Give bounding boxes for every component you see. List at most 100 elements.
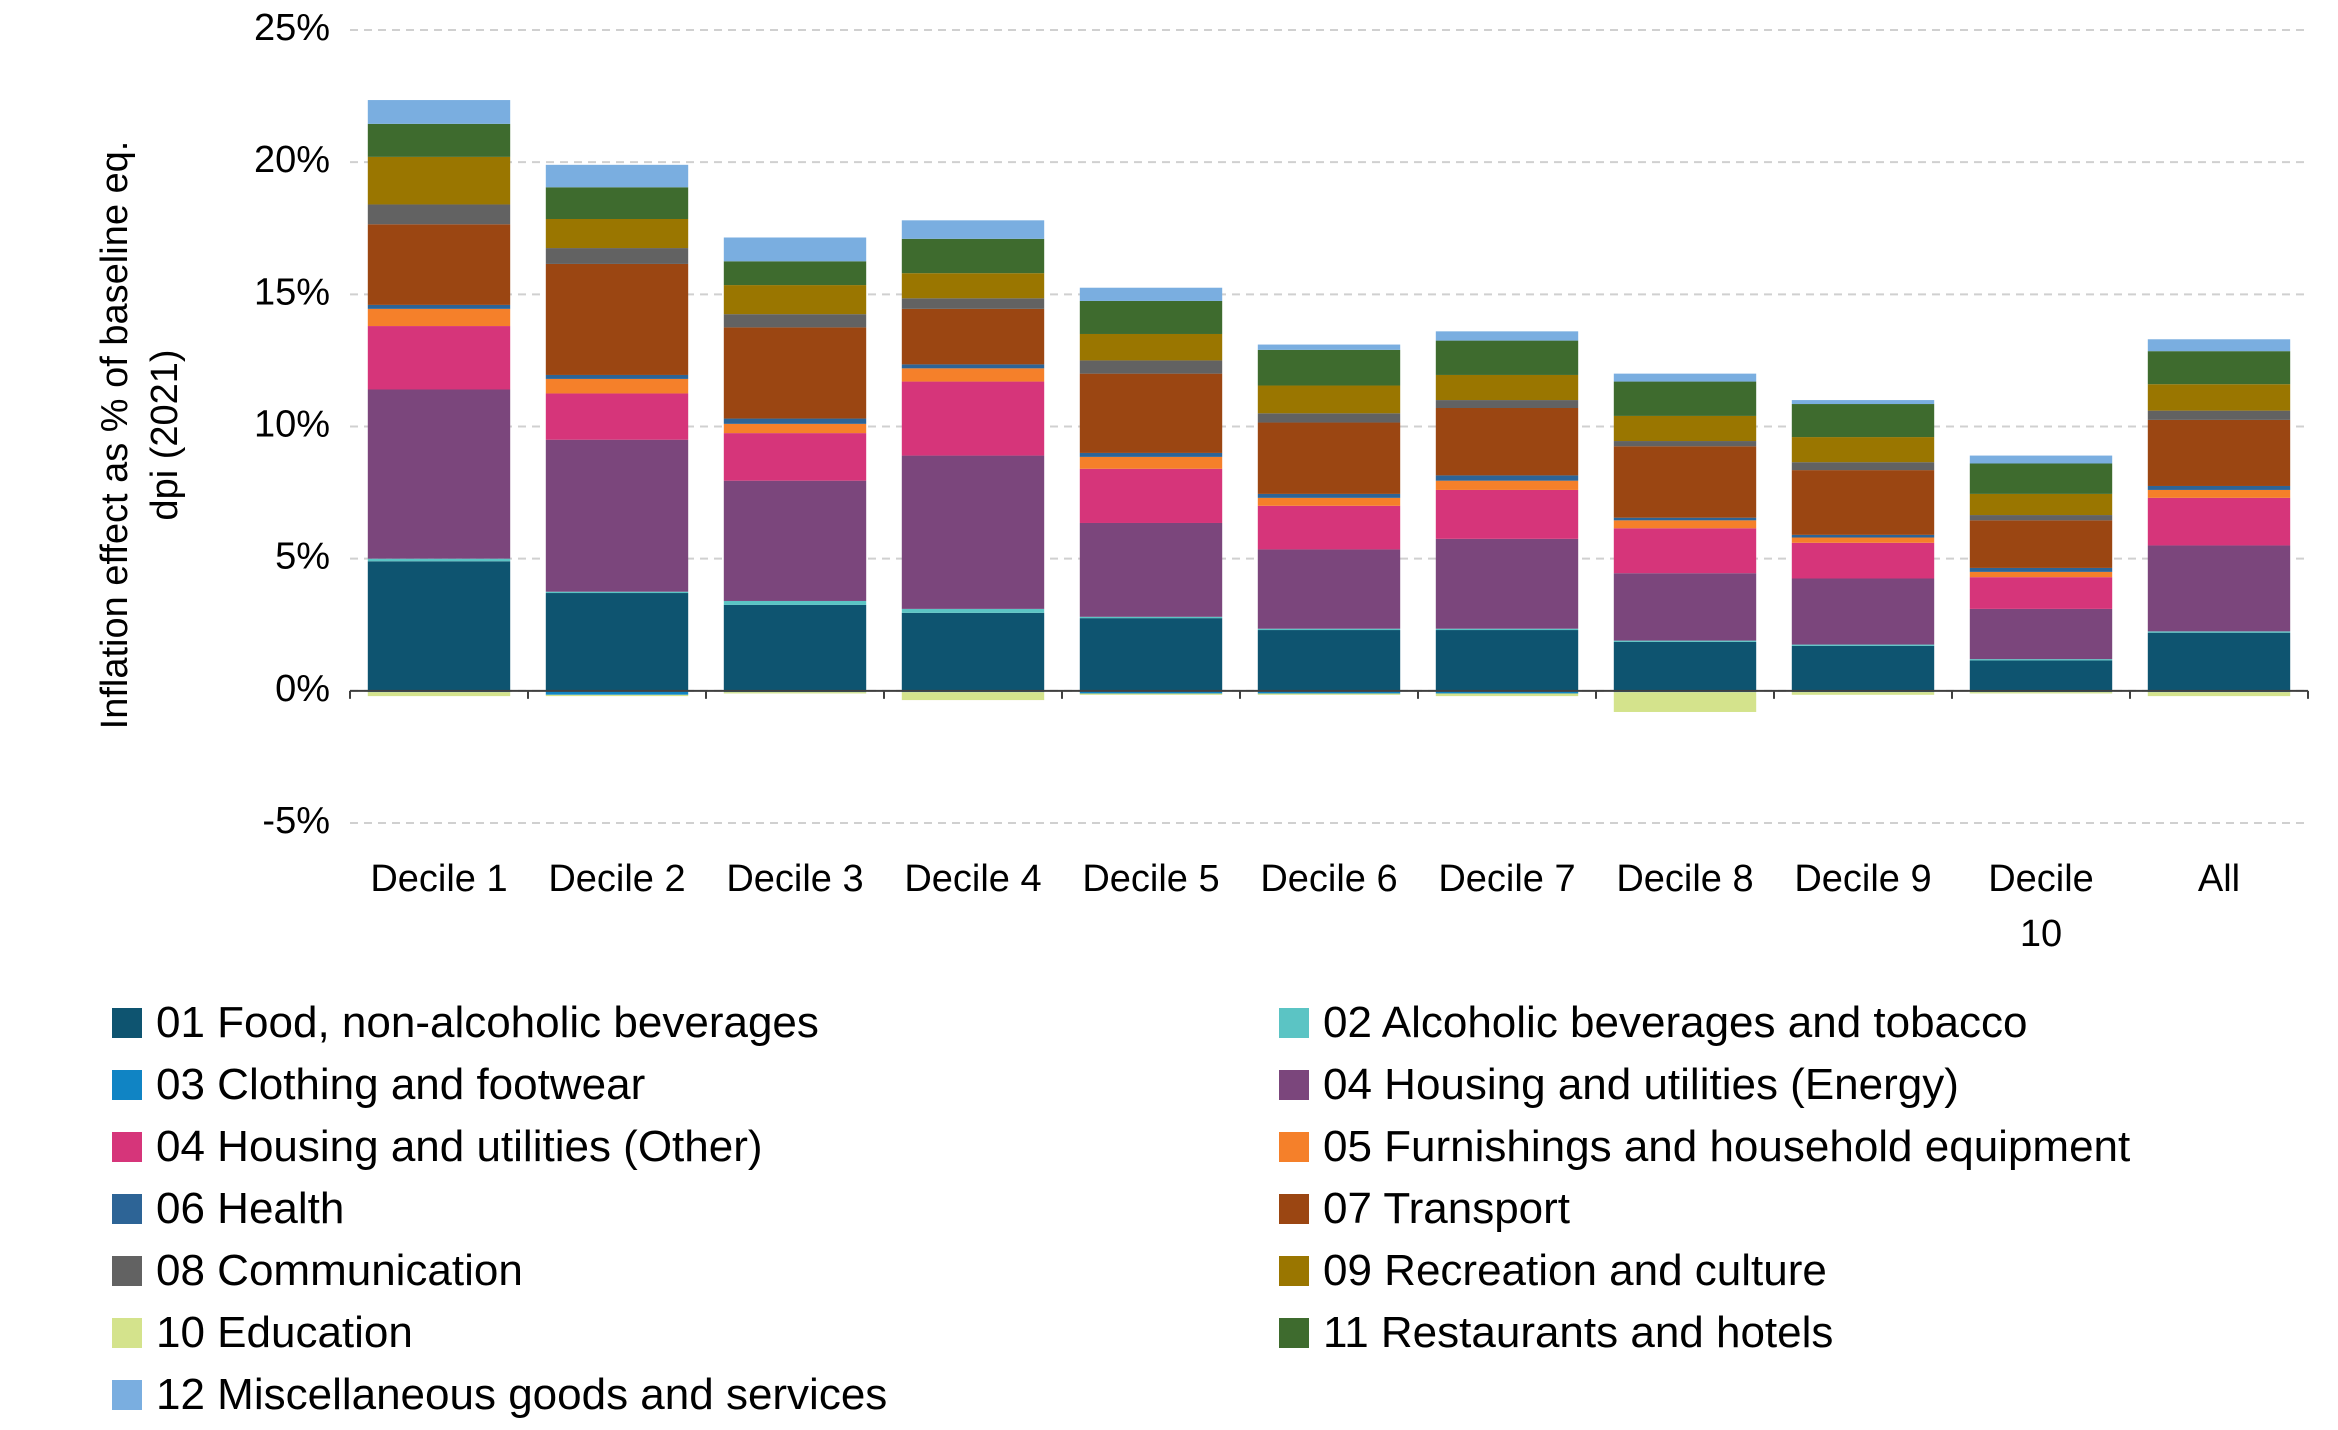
bar-segment [1435,480,1579,490]
bar-segment [1079,373,1223,453]
legend-label: 06 Health [156,1183,345,1233]
bar-segment [1791,400,1935,405]
bar-segment [1613,381,1757,416]
bar-segment [1613,415,1757,442]
bar-segment [1079,287,1223,301]
bar-segment [367,156,511,205]
bar-segment [1791,404,1935,438]
bar-segment [1969,455,2113,464]
legend-swatch [112,1255,142,1286]
bar-segment [723,285,867,315]
bar-segment [1435,489,1579,539]
x-tick-label: All [2198,858,2240,900]
bar-segment [1257,497,1401,506]
y-tick-label: 10% [254,404,330,446]
bar-segment [1613,373,1757,382]
bar-segment [1791,437,1935,463]
legend-item: 11 Restaurants and hotels [1279,1307,2279,1357]
bar-segment [723,261,867,286]
bar-segment [1257,349,1401,386]
bar-segment [901,238,1045,274]
bar-segment [1257,505,1401,550]
legend-swatch [112,1193,142,1224]
bar-segment [1257,549,1401,629]
bar-segment [1435,374,1579,401]
bar-segment [1969,515,2113,521]
bar-segment [545,690,689,695]
legend-item: 03 Clothing and footwear [112,1059,1279,1109]
bar-segment [1969,608,2113,660]
bar-segment [1969,660,2113,691]
bar-segment [545,393,689,440]
bar-segment [1257,628,1401,631]
bar-segment [1079,616,1223,619]
bar-segment [2147,485,2291,490]
legend-swatch [1279,1007,1309,1038]
legend-swatch [112,1069,142,1100]
legend-swatch [112,1007,142,1038]
bar-segment [2147,410,2291,420]
bar-segment [1969,692,2113,694]
bar-segment [545,593,689,691]
bar-segment [2147,545,2291,632]
legend-item: 01 Food, non-alcoholic beverages [112,998,1279,1047]
bar-segment [1435,693,1579,697]
bar-segment [723,237,867,262]
legend-item: 06 Health [112,1183,1279,1233]
bar-segment [901,381,1045,456]
x-tick-label: Decile 3 [726,858,863,900]
bar-segment [1079,300,1223,334]
bar-segment [1791,537,1935,543]
bar-segment [1079,452,1223,457]
bar-segment [901,273,1045,299]
bar-segment [1435,628,1579,631]
bar-segment [723,692,867,694]
y-tick-label: 5% [275,536,330,578]
bar-segment [1791,462,1935,471]
legend-swatch [1279,1193,1309,1224]
bar-segment [901,692,1045,701]
y-tick-label: -5% [262,800,330,842]
bar-segment [1791,470,1935,535]
legend-item: 04 Housing and utilities (Energy) [1279,1060,2279,1109]
bar-segment [1791,534,1935,538]
bar-segment [901,308,1045,365]
bar-segment [901,608,1045,613]
bar-segment [1791,542,1935,579]
legend-label: 03 Clothing and footwear [156,1059,646,1109]
bar-segment [1969,463,2113,494]
bar-segment [1079,690,1223,694]
bar-segment [1969,493,2113,516]
bar-segment [1969,659,2113,661]
legend-label: 11 Restaurants and hotels [1323,1307,1834,1357]
x-tick-label: Decile 10 [1988,858,2094,955]
legend-swatch [112,1379,142,1410]
bar-segment [1613,641,1757,691]
bar-segment [1079,693,1223,695]
bar-segment [2147,351,2291,385]
bar-segment [723,314,867,328]
bar-segment [545,218,689,249]
bar-segment [1969,577,2113,609]
bar-segment [2147,632,2291,691]
legend-label: 08 Communication [156,1245,523,1295]
bar-segment [1079,360,1223,374]
bar-segment [1257,630,1401,691]
bar-segment [1791,645,1935,691]
x-tick-label: Decile 5 [1082,858,1219,900]
bar-segment [2147,692,2291,697]
bar-segment [545,164,689,188]
x-tick-label: Decile 2 [548,858,685,900]
bar-segment [723,418,867,424]
legend-label: 12 Miscellaneous goods and services [156,1369,888,1419]
bar-segment [1079,333,1223,361]
bar-segment [1613,640,1757,642]
bar-segment [2147,489,2291,498]
bar-segment [723,480,867,601]
legend-label: 09 Recreation and culture [1323,1245,1827,1295]
bar-segment [545,694,689,697]
bar-segment [1257,413,1401,423]
legend-item: 04 Housing and utilities (Other) [112,1122,1279,1171]
bar-segment [367,100,511,124]
